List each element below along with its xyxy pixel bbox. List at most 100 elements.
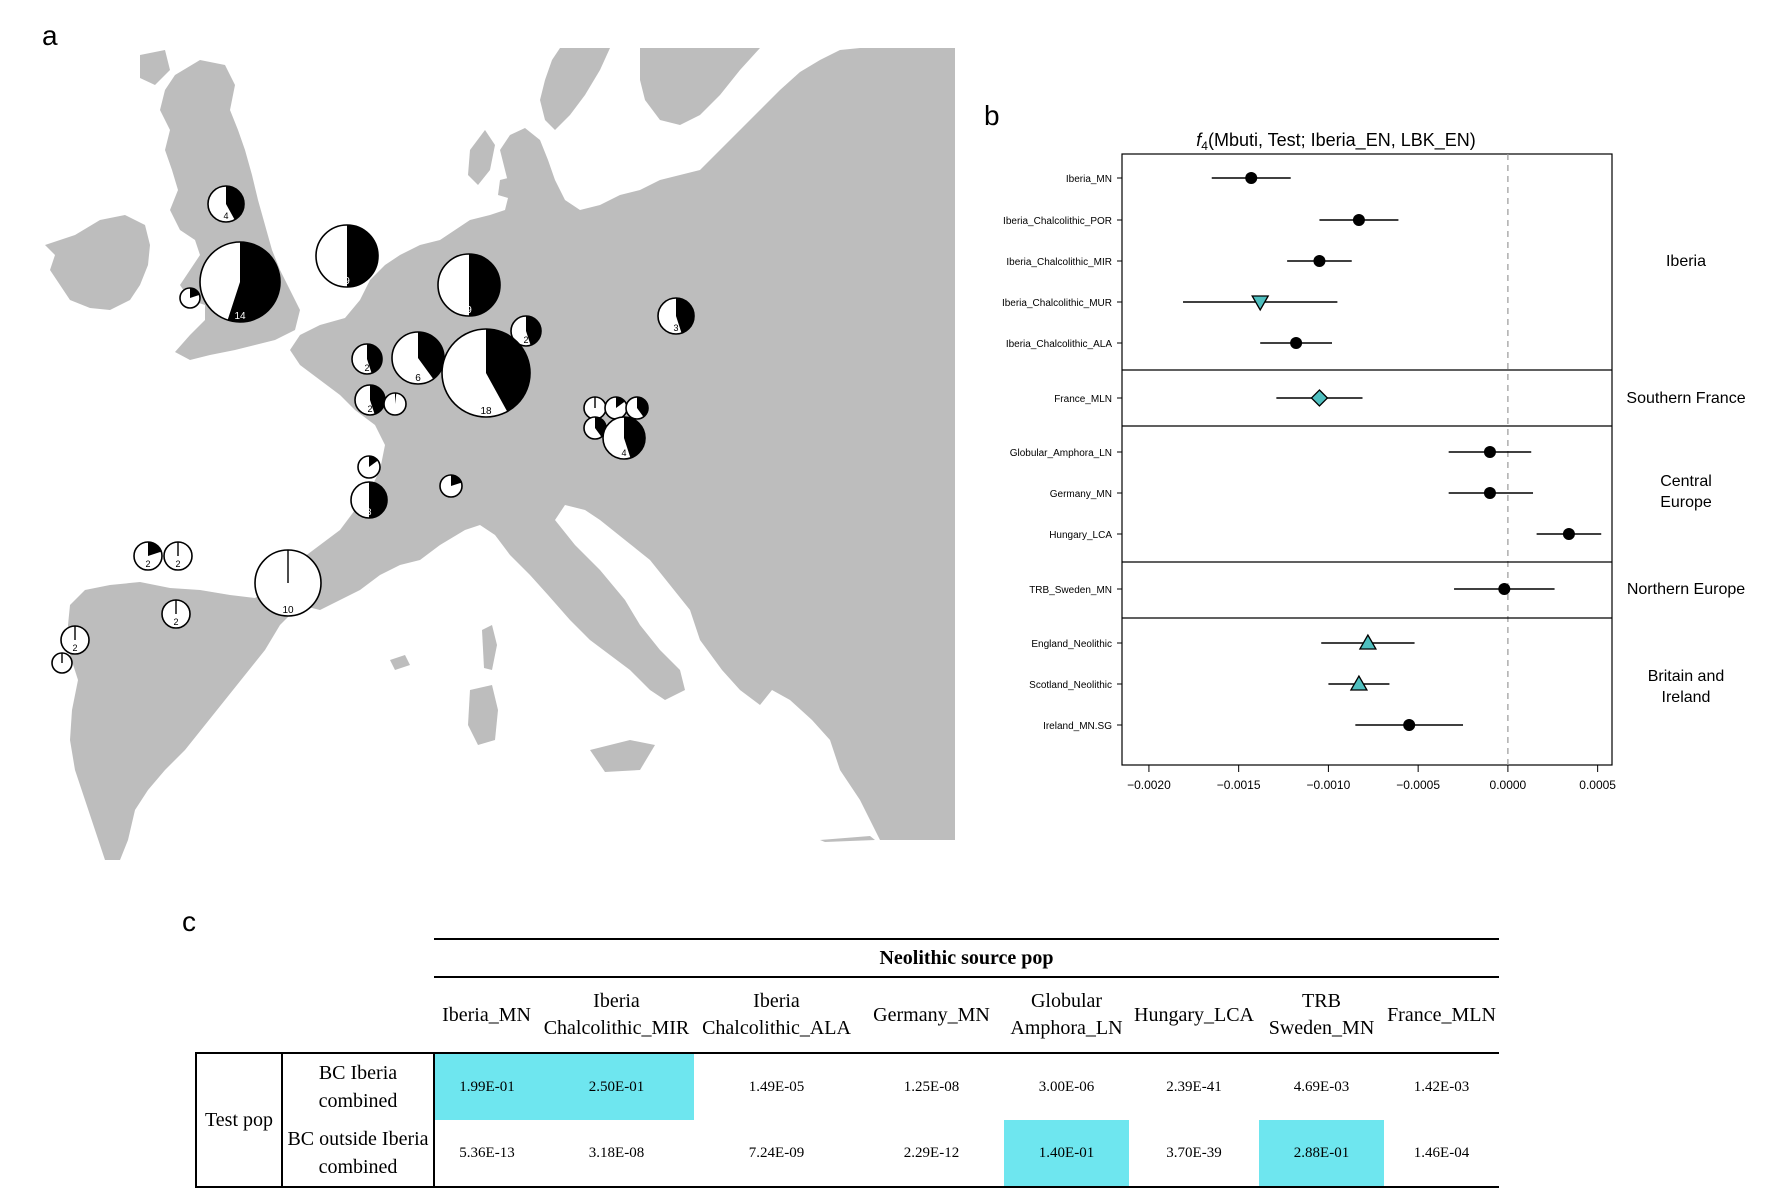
row-label: Iberia_MN <box>1066 174 1112 185</box>
row-label-line: BC outside Iberia <box>287 1128 429 1150</box>
pie-count-label: 2 <box>364 363 369 373</box>
point-triangle-up <box>1358 633 1378 650</box>
point-circle <box>1498 583 1511 595</box>
pie-dark-slice <box>486 329 530 412</box>
column-header: Hungary_LCA <box>1129 977 1259 1053</box>
pvalue-cell: 7.24E-09 <box>694 1120 859 1188</box>
pie-dark-slice <box>227 242 280 322</box>
pie-count-label: 2 <box>173 617 178 627</box>
column-header-line: Globular <box>1030 990 1103 1012</box>
pie-dark-slice <box>624 417 646 458</box>
pvalue-table: Neolithic source pop Iberia_MN Iberia Chal… <box>195 938 1499 1188</box>
map-pie-19: 4 <box>602 416 646 460</box>
map-pie-10: 2 <box>354 384 386 416</box>
row-label: TRB_Sweden_MN <box>1029 585 1112 596</box>
column-header: France_MLN <box>1384 977 1499 1053</box>
map-pie-21: 2 <box>163 541 193 571</box>
group-label: Central <box>1660 473 1712 490</box>
map-pie-7: 2 <box>510 315 542 347</box>
pvalue-cell: 1.49E-05 <box>694 1052 859 1120</box>
pie-dark-slice <box>226 186 244 220</box>
point-triangle-up <box>1349 674 1369 691</box>
row-label: Scotland_Neolithic <box>1029 680 1112 691</box>
column-header: Iberia Chalcolithic_ALA <box>694 977 859 1053</box>
x-tick-label: −0.0015 <box>1217 778 1261 792</box>
point-circle <box>1562 528 1575 540</box>
pie-dark-slice <box>148 542 162 556</box>
pie-count-label: 4 <box>621 448 626 458</box>
title-f: f <box>1196 130 1203 150</box>
pie-count-label: 14 <box>234 311 246 322</box>
plot-frame: −0.0020 −0.0015 −0.0010 −0.0005 0.0000 0.0005 <box>1121 153 1616 792</box>
pvalue-cell: 2.50E-01 <box>539 1052 694 1120</box>
pie-dark-slice <box>526 316 541 346</box>
row-label: BC Iberia combined <box>282 1052 435 1120</box>
pvalue-cell: 3.70E-39 <box>1129 1120 1259 1188</box>
row-label: Iberia_Chalcolithic_MUR <box>1002 298 1112 309</box>
plot-marks: Iberia_MN Iberia_Chalcolithic_POR Iberia_C… <box>1002 172 1746 732</box>
x-tick-label: 0.0005 <box>1579 778 1616 792</box>
pie-count-label: 9 <box>344 276 350 287</box>
pvalue-cell: 1.40E-01 <box>1004 1120 1129 1188</box>
map-pie-9: 18 <box>441 328 531 418</box>
point-circle <box>1290 337 1303 349</box>
pie-dark-slice <box>190 288 200 298</box>
pie-count-label: 4 <box>223 211 228 221</box>
pie-charts-layer: 4 14 9 9 3 2 2 6 18 2 3 4 2 2 10 2 2 <box>51 185 695 674</box>
pie-count-label: 3 <box>673 323 678 333</box>
table-title: Neolithic source pop <box>434 938 1499 978</box>
column-header-line: TRB <box>1302 990 1341 1012</box>
map-pie-2 <box>179 287 201 309</box>
pvalue-cell: 3.18E-08 <box>539 1120 694 1188</box>
column-header-line: Chalcolithic_MIR <box>543 1017 690 1039</box>
panel-letter-a: a <box>42 20 58 51</box>
pie-dark-slice <box>395 393 397 404</box>
row-label: Iberia_Chalcolithic_POR <box>1003 216 1112 227</box>
row-label-line: BC Iberia <box>318 1062 398 1084</box>
pie-dark-slice <box>370 385 385 415</box>
point-circle <box>1352 214 1365 226</box>
title-rest: (Mbuti, Test; Iberia_EN, LBK_EN) <box>1208 130 1476 151</box>
pie-dark-slice <box>369 482 387 518</box>
map-pie-4: 9 <box>437 253 501 317</box>
row-label: Iberia_Chalcolithic_ALA <box>1006 339 1113 350</box>
pvalue-cell: 1.25E-08 <box>859 1052 1004 1120</box>
row-label: Globular_Amphora_LN <box>1010 448 1112 459</box>
pie-dark-slice <box>369 456 378 467</box>
column-header-line: France_MLN <box>1387 1003 1496 1026</box>
x-tick-label: −0.0005 <box>1396 778 1440 792</box>
title-subscript: 4 <box>1201 139 1208 153</box>
column-header: Iberia_MN <box>434 977 539 1053</box>
europe-map: 4 14 9 9 3 2 2 6 18 2 3 4 2 2 10 2 2 <box>45 48 955 860</box>
map-pie-0: 4 <box>207 185 245 223</box>
panel-letter-c: c <box>182 906 196 937</box>
map-pie-11 <box>383 392 407 416</box>
pie-dark-slice <box>637 397 648 417</box>
map-pie-12 <box>357 455 381 479</box>
row-label: France_MLN <box>1054 394 1112 405</box>
group-label: Ireland <box>1662 689 1711 706</box>
map-pie-23: 2 <box>161 599 191 629</box>
plot-title: f4(Mbuti, Test; Iberia_EN, LBK_EN) <box>1196 130 1475 153</box>
pie-count-label: 10 <box>282 605 294 616</box>
pie-dark-slice <box>418 332 445 380</box>
column-header-line: Amphora_LN <box>1010 1017 1123 1039</box>
pie-count-label: 2 <box>523 335 528 345</box>
pie-dark-slice <box>451 475 462 486</box>
column-header: TRB Sweden_MN <box>1259 977 1384 1053</box>
group-label: Britain and <box>1648 668 1725 685</box>
pvalue-cell: 2.88E-01 <box>1259 1120 1384 1188</box>
pie-count-label: 6 <box>415 373 421 384</box>
pie-dark-slice <box>367 344 382 374</box>
map-pie-22: 10 <box>254 549 322 617</box>
map-pie-6: 2 <box>351 343 383 375</box>
test-pop-label: Test pop <box>195 1052 283 1188</box>
map-pie-1: 14 <box>199 241 281 323</box>
point-circle <box>1483 446 1496 458</box>
row-label: Germany_MN <box>1050 489 1112 500</box>
point-circle <box>1245 172 1258 184</box>
pie-count-label: 2 <box>145 559 150 569</box>
column-header-line: Germany_MN <box>873 1003 990 1026</box>
point-triangle-down <box>1251 295 1270 312</box>
map-pie-13: 3 <box>350 481 388 519</box>
